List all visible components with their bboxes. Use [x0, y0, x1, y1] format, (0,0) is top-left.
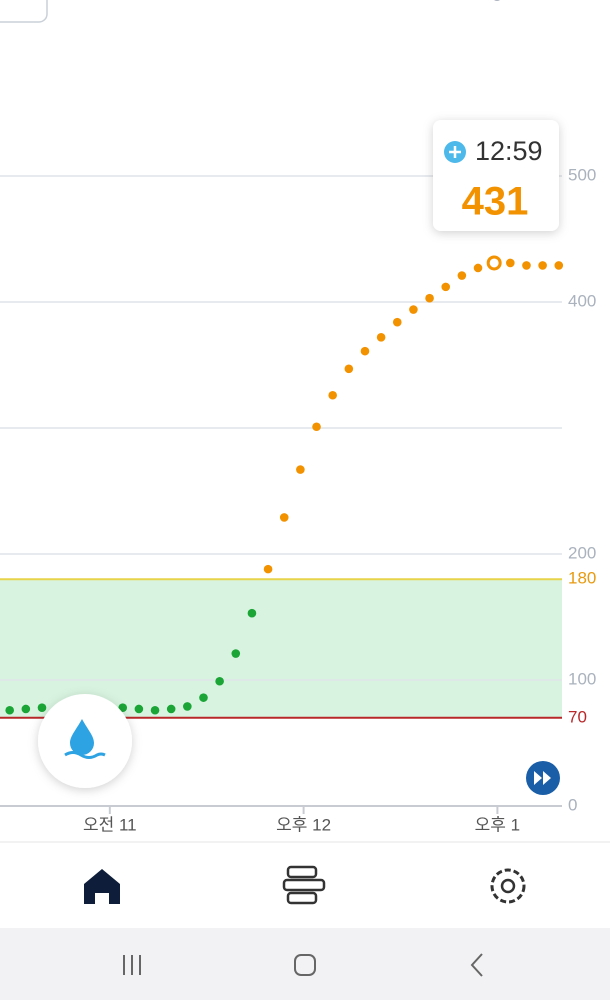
plot: 0 100 200 400 500 180 70 오전 11 오후 12 오후 1: [0, 165, 596, 834]
glucose-point: [183, 702, 192, 711]
status-icon: [494, 0, 500, 1]
wave-icon: [64, 751, 106, 759]
forward-icon: [534, 771, 551, 785]
glucose-point: [263, 564, 273, 574]
tooltip-time: 12:59: [475, 136, 543, 166]
glucose-point: [21, 704, 31, 714]
log-button[interactable]: [38, 694, 132, 788]
glucose-point: [409, 305, 418, 314]
home-icon[interactable]: [84, 869, 120, 904]
glucose-point: [247, 608, 257, 618]
y-tick-label: 0: [568, 795, 577, 814]
glucose-point: [538, 261, 547, 270]
glucose-point: [457, 271, 467, 280]
glucose-point: [392, 317, 402, 327]
high-label: 180: [568, 569, 596, 588]
forward-button[interactable]: [526, 761, 560, 795]
recents-button[interactable]: [123, 955, 141, 975]
glucose-point: [166, 704, 176, 714]
glucose-point: [215, 676, 224, 686]
glucose-point: [486, 255, 502, 271]
target-range: [0, 579, 562, 718]
home-button[interactable]: [294, 954, 316, 976]
y-tick-label: 400: [568, 291, 596, 310]
glucose-point: [150, 705, 160, 715]
glucose-point: [376, 332, 386, 342]
glucose-point: [344, 364, 354, 374]
glucose-point: [312, 422, 321, 432]
glucose-point: [118, 703, 128, 713]
glucose-point: [199, 693, 208, 702]
glucose-point: [134, 704, 144, 714]
tooltip-value: 431: [462, 180, 529, 224]
glucose-point: [37, 703, 47, 713]
y-tick-label: 200: [568, 543, 596, 562]
system-nav: [0, 928, 610, 1000]
glucose-point: [554, 261, 564, 270]
glucose-point: [425, 293, 434, 303]
glucose-point: [473, 263, 483, 273]
glucose-point: [296, 465, 305, 474]
tooltip: 12:59 431: [433, 120, 559, 231]
glucose-point: [328, 390, 337, 400]
glucose-point: [506, 258, 515, 268]
drop-icon: [70, 719, 94, 755]
list-icon[interactable]: [282, 865, 326, 905]
glucose-point: [5, 705, 14, 715]
glucose-point: [522, 261, 531, 270]
y-tick-label: 100: [568, 669, 596, 688]
y-tick-label: 500: [568, 165, 596, 184]
plus-sign: [449, 146, 461, 158]
top-button[interactable]: [0, 0, 48, 23]
settings-icon[interactable]: [490, 868, 526, 904]
x-tick-label: 오후 1: [475, 815, 520, 834]
back-button[interactable]: [470, 953, 483, 977]
glucose-point: [441, 282, 451, 292]
glucose-point: [279, 513, 289, 522]
glucose-point: [360, 346, 370, 356]
x-tick-label: 오후 12: [276, 815, 331, 834]
glucose-point: [231, 649, 241, 658]
x-tick-label: 오전 11: [83, 815, 137, 834]
low-label: 70: [568, 707, 587, 726]
